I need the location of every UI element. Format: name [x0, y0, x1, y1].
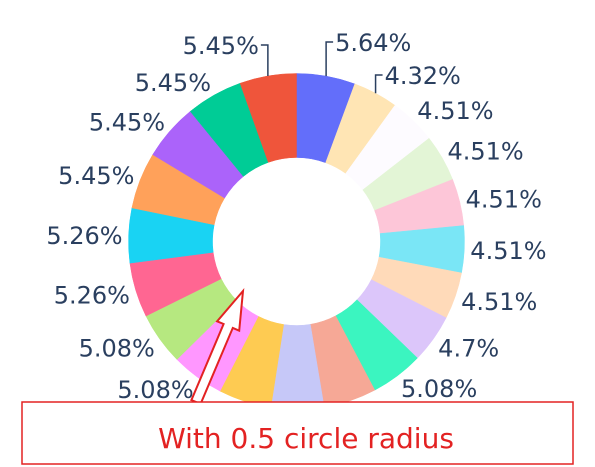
slice-label-19: 5.45%	[135, 69, 211, 97]
leader-line-1	[325, 41, 334, 77]
slice-label-5: 4.51%	[466, 186, 542, 214]
slice-label-20: 5.45%	[183, 32, 259, 60]
slice-label-6: 4.51%	[470, 237, 546, 265]
slice-20[interactable]	[239, 73, 297, 163]
slice-label-13: 5.08%	[117, 376, 193, 404]
annotation-box	[21, 401, 574, 465]
slice-label-15: 5.26%	[54, 282, 130, 310]
slice-label-2: 4.32%	[385, 62, 461, 90]
annotation-group: With 0.5 circle radius	[21, 287, 574, 465]
slice-label-14: 5.08%	[79, 335, 155, 363]
annotation-text: With 0.5 circle radius	[158, 422, 454, 455]
leader-line-20	[260, 44, 269, 76]
slice-label-4: 4.51%	[447, 138, 523, 166]
slice-label-16: 5.26%	[46, 222, 122, 250]
slice-label-8: 4.7%	[438, 335, 499, 363]
slice-label-7: 4.51%	[461, 288, 537, 316]
slice-label-9: 5.08%	[401, 375, 477, 403]
slice-label-18: 5.45%	[89, 109, 165, 137]
slice-label-1: 5.64%	[335, 29, 411, 57]
slice-label-17: 5.45%	[58, 162, 134, 190]
leader-line-2	[374, 74, 383, 94]
slice-label-3: 4.51%	[417, 97, 493, 125]
slices-group	[128, 73, 465, 410]
